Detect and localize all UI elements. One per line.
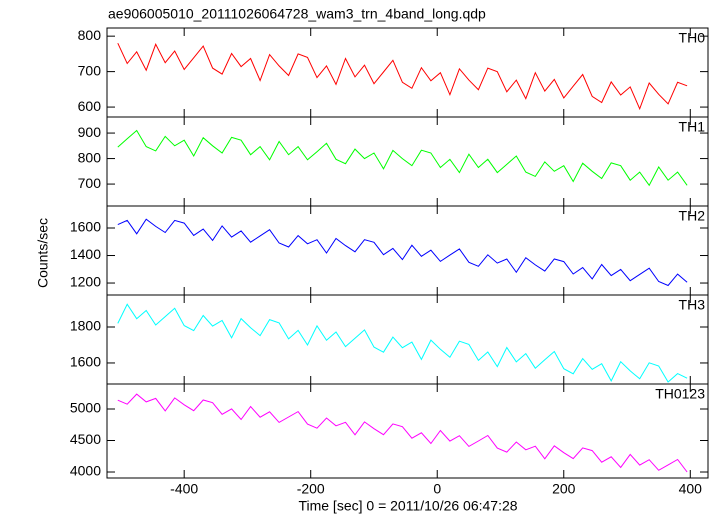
series-label: TH2 (679, 208, 706, 224)
data-line (117, 393, 688, 473)
panel-frame (106, 27, 709, 118)
data-line (117, 129, 688, 187)
y-tick-label: 700 (78, 62, 102, 78)
x-tick-label: -200 (297, 481, 325, 497)
panel-frame (106, 116, 709, 207)
panel-frame (106, 205, 709, 296)
y-tick-label: 600 (78, 98, 102, 114)
chart-title: ae906005010_20111026064728_wam3_trn_4ban… (108, 6, 486, 22)
y-tick-label: 1200 (70, 274, 101, 290)
x-tick-label: 200 (552, 481, 576, 497)
series-label: TH3 (679, 297, 706, 313)
y-tick-label: 5000 (70, 400, 101, 416)
y-tick-label: 900 (78, 124, 102, 140)
x-tick-label: -400 (170, 481, 198, 497)
y-tick-label: 800 (78, 149, 102, 165)
y-tick-label: 1600 (70, 354, 101, 370)
y-tick-label: 1400 (70, 246, 101, 262)
series-label: TH0 (679, 30, 706, 46)
panel-frame (106, 383, 709, 479)
x-axis-label: Time [sec] 0 = 2011/10/26 06:47:28 (298, 498, 517, 514)
panel-frame (106, 294, 709, 385)
y-tick-label: 1600 (70, 219, 101, 235)
x-tick-label: 0 (433, 481, 441, 497)
data-line (117, 42, 688, 111)
y-tick-label: 700 (78, 175, 102, 191)
series-label: TH1 (679, 119, 706, 135)
x-tick-label: 400 (679, 481, 703, 497)
y-tick-label: 1800 (70, 318, 101, 334)
y-tick-label: 800 (78, 27, 102, 43)
y-tick-label: 4500 (70, 431, 101, 447)
data-line (117, 303, 688, 383)
y-tick-label: 4000 (70, 463, 101, 479)
data-line (117, 218, 688, 287)
series-label: TH0123 (655, 386, 705, 402)
y-axis-label: Counts/sec (35, 218, 51, 288)
